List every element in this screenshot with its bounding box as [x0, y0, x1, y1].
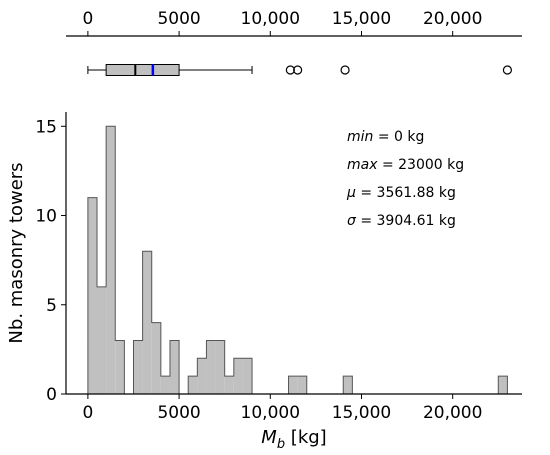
- histogram-y-tick-label: 5: [46, 296, 57, 316]
- histogram-bar: [498, 376, 508, 394]
- stat-name: σ: [347, 213, 357, 229]
- stat-name: max: [347, 157, 378, 173]
- y-axis-label: Nb. masonry towers: [6, 162, 27, 343]
- histogram-x-tick-label: 10,000: [241, 403, 300, 423]
- boxplot-outlier: [340, 65, 350, 75]
- stats-annotation: min = 0 kg max = 23000 kg μ = 3561.88 kg σ …: [346, 129, 464, 229]
- histogram-y-tick-label: 0: [46, 385, 57, 405]
- histogram-x-tick-label: 5000: [157, 403, 200, 423]
- stat-name: μ: [346, 185, 356, 201]
- histogram-x-tick-label: 15,000: [332, 403, 391, 423]
- histogram-bar: [233, 358, 243, 394]
- histogram-panel: 0 5000 10,000 15,000 20,000 0 5 10 15 Mb [kg] N…: [6, 112, 522, 452]
- histogram-bar: [87, 197, 98, 394]
- histogram-bars: [87, 125, 508, 395]
- histogram-bar: [106, 126, 116, 395]
- boxplot-marks: [87, 64, 513, 76]
- histogram-y-ticks: 0 5 10 15: [35, 117, 66, 405]
- histogram-outline: [87, 125, 508, 394]
- boxplot-x-ticks: 0 5000 10,000 15,000 20,000: [82, 9, 482, 36]
- boxplot-x-tick-label: 15,000: [332, 9, 391, 29]
- histogram-bar: [288, 376, 298, 394]
- histogram-bar: [151, 322, 161, 394]
- histogram-y-tick-label: 15: [35, 117, 57, 137]
- histogram-bar: [160, 376, 170, 394]
- boxplot-x-tick-label: 5000: [157, 9, 200, 29]
- stat-line: max = 23000 kg: [347, 157, 464, 173]
- histogram-bar: [115, 340, 125, 394]
- histogram-x-tick-label: 0: [82, 403, 93, 423]
- boxplot-x-tick-label: 0: [82, 9, 93, 29]
- boxplot-x-tick-label: 10,000: [241, 9, 300, 29]
- boxplot-outlier: [502, 65, 513, 75]
- stat-value: = 3904.61 kg: [356, 213, 456, 229]
- histogram-bar: [97, 286, 107, 394]
- stat-value: = 23000 kg: [378, 157, 465, 173]
- histogram-x-ticks: 0 5000 10,000 15,000 20,000: [82, 394, 482, 423]
- stat-value: = 3561.88 kg: [356, 185, 456, 201]
- histogram-bar: [242, 358, 253, 394]
- histogram-bar: [142, 251, 152, 394]
- boxplot-panel: 0 5000 10,000 15,000 20,000: [66, 9, 522, 76]
- stat-line: σ = 3904.61 kg: [347, 213, 456, 229]
- stat-line: min = 0 kg: [347, 129, 424, 145]
- boxplot-x-tick-label: 20,000: [423, 9, 482, 29]
- histogram-x-tick-label: 20,000: [423, 403, 482, 423]
- histogram-bar: [206, 340, 216, 394]
- histogram-y-tick-label: 10: [35, 207, 57, 227]
- histogram-bar: [297, 376, 307, 394]
- histogram-bar: [133, 340, 143, 394]
- x-axis-label: Mb [kg]: [261, 427, 326, 452]
- histogram-bar: [169, 340, 180, 394]
- histogram-bar: [224, 376, 234, 394]
- stat-value: = 0 kg: [373, 129, 424, 145]
- boxplot-outlier: [293, 65, 303, 75]
- histogram-bar: [197, 358, 207, 394]
- boxplot-outlier: [285, 65, 295, 75]
- histogram-bar: [215, 340, 225, 394]
- histogram-bar: [188, 376, 198, 394]
- stat-line: μ = 3561.88 kg: [346, 185, 456, 201]
- stat-name: min: [347, 129, 373, 145]
- boxplot-box: [105, 64, 180, 76]
- histogram-bar: [343, 376, 353, 394]
